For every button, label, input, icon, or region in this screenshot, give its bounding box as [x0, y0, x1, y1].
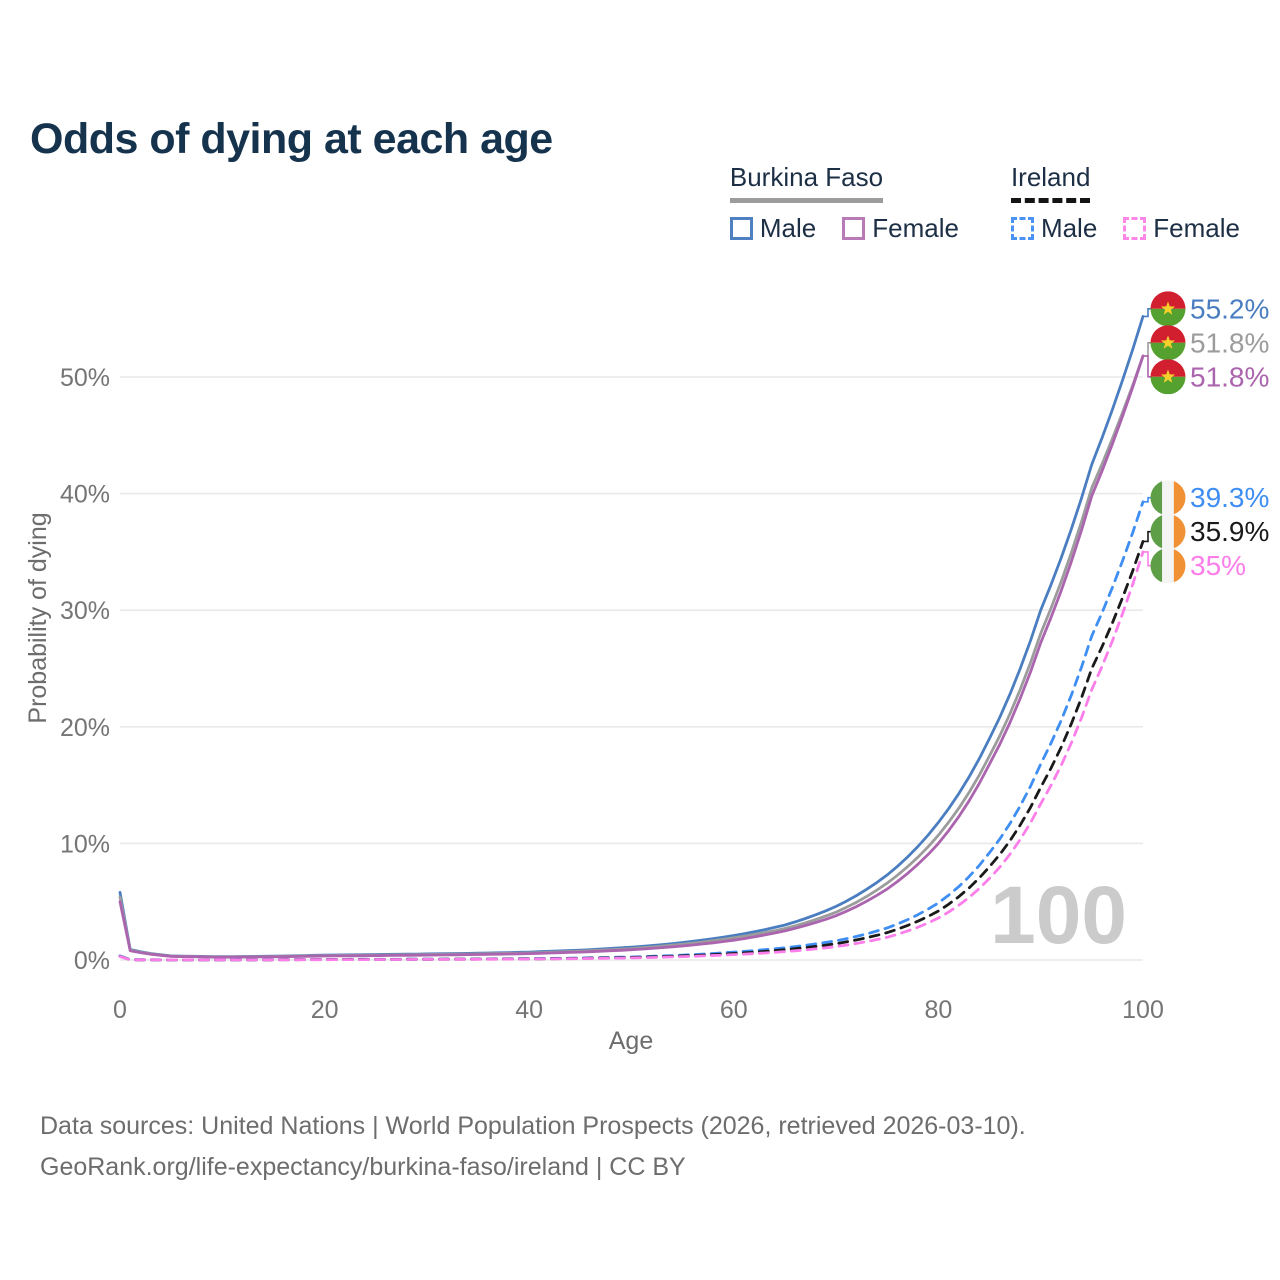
x-tick-label: 20 [311, 996, 339, 1024]
legend-item-label: Female [872, 213, 959, 243]
series-line-ireland-female[interactable] [118, 550, 1145, 962]
legend-swatch[interactable] [842, 217, 866, 240]
footer-data-sources: Data sources: United Nations | World Pop… [40, 1112, 1026, 1140]
y-tick-label: 0% [74, 947, 110, 975]
series-line-burkina-faso-male[interactable] [118, 314, 1145, 959]
legend-swatch[interactable] [1123, 217, 1147, 240]
label-connector [1143, 308, 1152, 318]
legend-group-ireland: Ireland Male Female [1010, 162, 1240, 244]
end-value-label-burkina-faso-female: 51.8% [1190, 361, 1269, 392]
burkina-faso-flag-icon [1150, 359, 1186, 395]
y-tick-label: 10% [60, 830, 110, 858]
footer-attribution: Data sources: United Nations | World Pop… [40, 1106, 1026, 1188]
y-tick-label: 50% [60, 364, 110, 392]
page-title: Odds of dying at each age [30, 114, 553, 163]
legend-item-label: Male [759, 213, 817, 243]
end-value-label-ireland-male: 39.3% [1190, 482, 1269, 513]
y-tick-label: 20% [60, 714, 110, 742]
series-lines [118, 314, 1145, 962]
legend-item-ireland-male[interactable]: Male [1010, 213, 1098, 244]
x-tick-label: 40 [515, 996, 543, 1024]
label-connector [1143, 551, 1152, 567]
gridlines [120, 376, 1143, 961]
legend-group-burkina-faso: Burkina Faso Male Female [729, 162, 959, 244]
watermark-current-age: 100 [990, 870, 1127, 961]
legend-item-burkina-faso-female[interactable]: Female [842, 213, 959, 244]
ireland-flag-icon [1150, 480, 1186, 516]
ireland-flag-icon [1150, 548, 1186, 584]
legend-item-ireland-female[interactable]: Female [1123, 213, 1240, 244]
legend: Burkina Faso Male Female Ireland Male Female [729, 162, 1240, 244]
series-line-burkina-faso-both-sexes[interactable] [118, 354, 1145, 959]
x-axis-title: Age [609, 1027, 653, 1055]
end-value-label-ireland-female: 35% [1190, 550, 1246, 581]
legend-swatch[interactable] [1010, 217, 1034, 240]
legend-group-label: Burkina Faso [729, 162, 884, 203]
legend-swatch[interactable] [729, 217, 753, 240]
x-tick-label: 60 [720, 996, 748, 1024]
y-tick-label: 30% [60, 597, 110, 625]
axis-labels: 0% 10% 20% 30% 40% 50% 0 20 40 60 80 100 [60, 364, 1164, 1024]
label-connector [1143, 355, 1152, 378]
x-tick-label: 100 [1122, 996, 1164, 1024]
legend-item-burkina-faso-male[interactable]: Male [729, 213, 817, 244]
burkina-faso-flag-icon [1150, 325, 1186, 361]
burkina-faso-flag-icon [1150, 291, 1186, 327]
x-tick-label: 80 [924, 996, 952, 1024]
series-line-burkina-faso-female[interactable] [118, 354, 1145, 959]
ireland-flag-icon [1150, 514, 1186, 550]
end-value-label-burkina-faso-both-sexes: 51.8% [1190, 327, 1269, 358]
end-value-label-burkina-faso-male: 55.2% [1190, 293, 1269, 324]
end-value-label-ireland-both-sexes: 35.9% [1190, 516, 1269, 547]
series-end-labels: 55.2%51.8%51.8%39.3%35.9%35% [1143, 291, 1269, 584]
label-connector [1143, 530, 1152, 543]
y-tick-label: 40% [60, 481, 110, 509]
legend-item-label: Female [1153, 213, 1240, 243]
label-connector [1143, 496, 1152, 503]
legend-item-label: Male [1040, 213, 1098, 243]
legend-group-label: Ireland [1010, 162, 1091, 203]
footer-url-license: GeoRank.org/life-expectancy/burkina-faso… [40, 1153, 686, 1181]
y-axis-title: Probability of dying [24, 512, 52, 723]
x-tick-label: 0 [113, 996, 127, 1024]
